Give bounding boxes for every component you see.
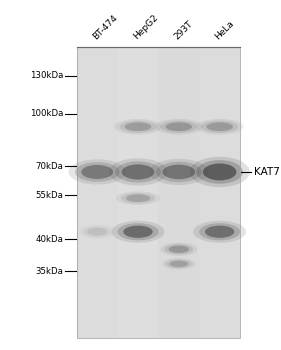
Ellipse shape [75,162,119,182]
Bar [77,47,240,338]
Ellipse shape [81,165,113,179]
Ellipse shape [69,159,126,184]
Ellipse shape [162,258,195,270]
Ellipse shape [162,164,195,179]
Ellipse shape [125,122,151,131]
Ellipse shape [190,157,250,187]
Ellipse shape [166,122,192,131]
Text: 130kDa: 130kDa [30,71,63,80]
Text: 35kDa: 35kDa [35,267,63,275]
Text: KAT7: KAT7 [254,167,280,177]
Ellipse shape [169,246,189,253]
Text: HeLa: HeLa [213,19,236,41]
Ellipse shape [166,259,192,268]
Ellipse shape [160,243,197,256]
Ellipse shape [114,119,162,135]
Ellipse shape [87,228,107,236]
Ellipse shape [207,122,233,131]
Ellipse shape [115,161,161,183]
Ellipse shape [116,191,160,205]
Bar [117,47,158,338]
Ellipse shape [79,225,115,239]
Bar [199,47,240,338]
Text: BT-474: BT-474 [91,13,119,41]
Text: 100kDa: 100kDa [30,109,63,118]
Ellipse shape [203,163,236,180]
Text: 293T: 293T [173,19,195,41]
Ellipse shape [196,119,244,135]
Bar [77,47,117,338]
Ellipse shape [205,226,234,238]
Ellipse shape [199,223,240,240]
Text: HepG2: HepG2 [132,13,160,41]
Ellipse shape [126,194,150,202]
Ellipse shape [109,158,167,186]
Ellipse shape [193,221,246,243]
Ellipse shape [117,223,158,240]
Ellipse shape [122,164,154,180]
Ellipse shape [201,121,238,133]
Bar [77,47,240,338]
Bar [158,47,199,338]
Ellipse shape [121,193,155,203]
Ellipse shape [119,121,157,133]
Ellipse shape [112,221,164,243]
Ellipse shape [160,121,198,133]
Ellipse shape [165,244,193,254]
Text: 40kDa: 40kDa [35,234,63,244]
Ellipse shape [170,261,188,267]
Text: 55kDa: 55kDa [35,191,63,200]
Ellipse shape [196,160,243,184]
Ellipse shape [149,159,208,185]
Ellipse shape [83,226,112,237]
Text: 70kDa: 70kDa [35,162,63,170]
Ellipse shape [156,162,202,182]
Ellipse shape [155,119,203,135]
Ellipse shape [123,226,153,238]
